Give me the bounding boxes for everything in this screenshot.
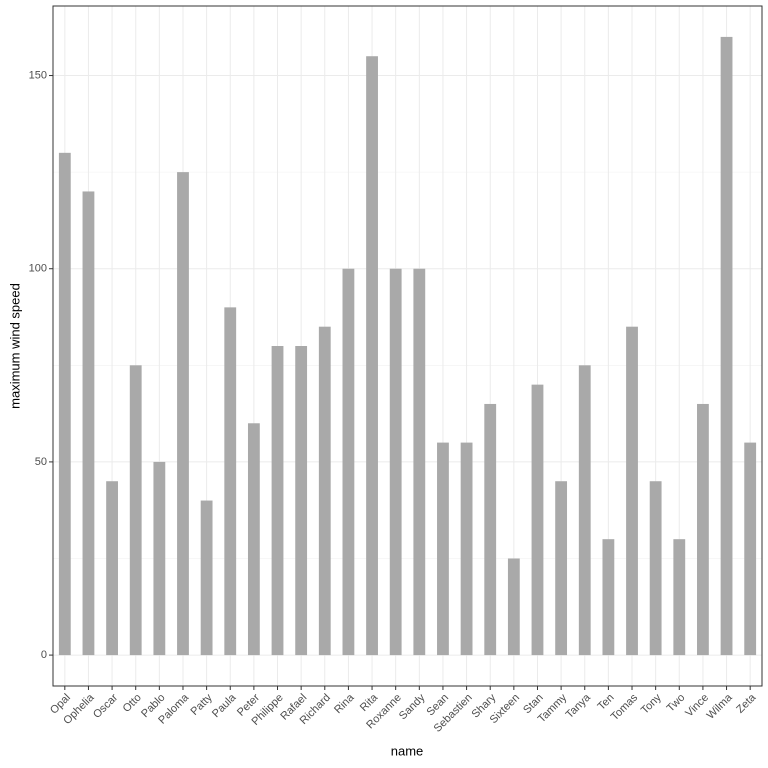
bar [720,36,733,656]
bar [366,56,378,656]
bar [626,326,638,656]
x-tick-label: Tanya [564,691,594,721]
bar [460,442,473,656]
bar [295,346,308,656]
bar [578,365,591,656]
bar [271,346,284,656]
bar [153,461,166,656]
bar [106,481,118,656]
bar [744,442,757,656]
y-tick-label: 0 [41,649,47,661]
bar [224,307,237,656]
bar [507,558,520,656]
bar [673,539,686,656]
bar [318,326,331,656]
bar [531,384,544,656]
bar [389,268,402,656]
bar [413,268,426,656]
bar [555,481,568,656]
bar [177,172,189,656]
bar [129,365,142,656]
y-tick-label: 100 [29,263,47,275]
x-tick-label: Zeta [734,691,759,716]
y-tick-label: 50 [35,456,47,468]
bar [200,500,213,656]
bar [342,268,355,656]
y-axis-title: maximum wind speed [7,283,22,409]
x-tick-label: Tony [639,691,664,716]
x-tick-label: Wilma [705,691,736,722]
bar [247,423,260,656]
bar [649,481,662,656]
panel-border [52,5,763,687]
bar [484,403,497,656]
x-tick-label: Oscar [91,691,120,720]
bar [82,191,95,656]
bar [697,403,709,656]
x-tick-label: Sandy [397,691,428,722]
bar [602,539,615,656]
y-tick-label: 150 [29,69,47,81]
x-axis-title: name [391,743,424,758]
bar [437,442,449,656]
bar [58,152,71,656]
x-tick-label: Tomas [609,691,641,723]
x-tick-label: Rina [332,691,357,716]
x-tick-label: Paula [210,691,239,720]
